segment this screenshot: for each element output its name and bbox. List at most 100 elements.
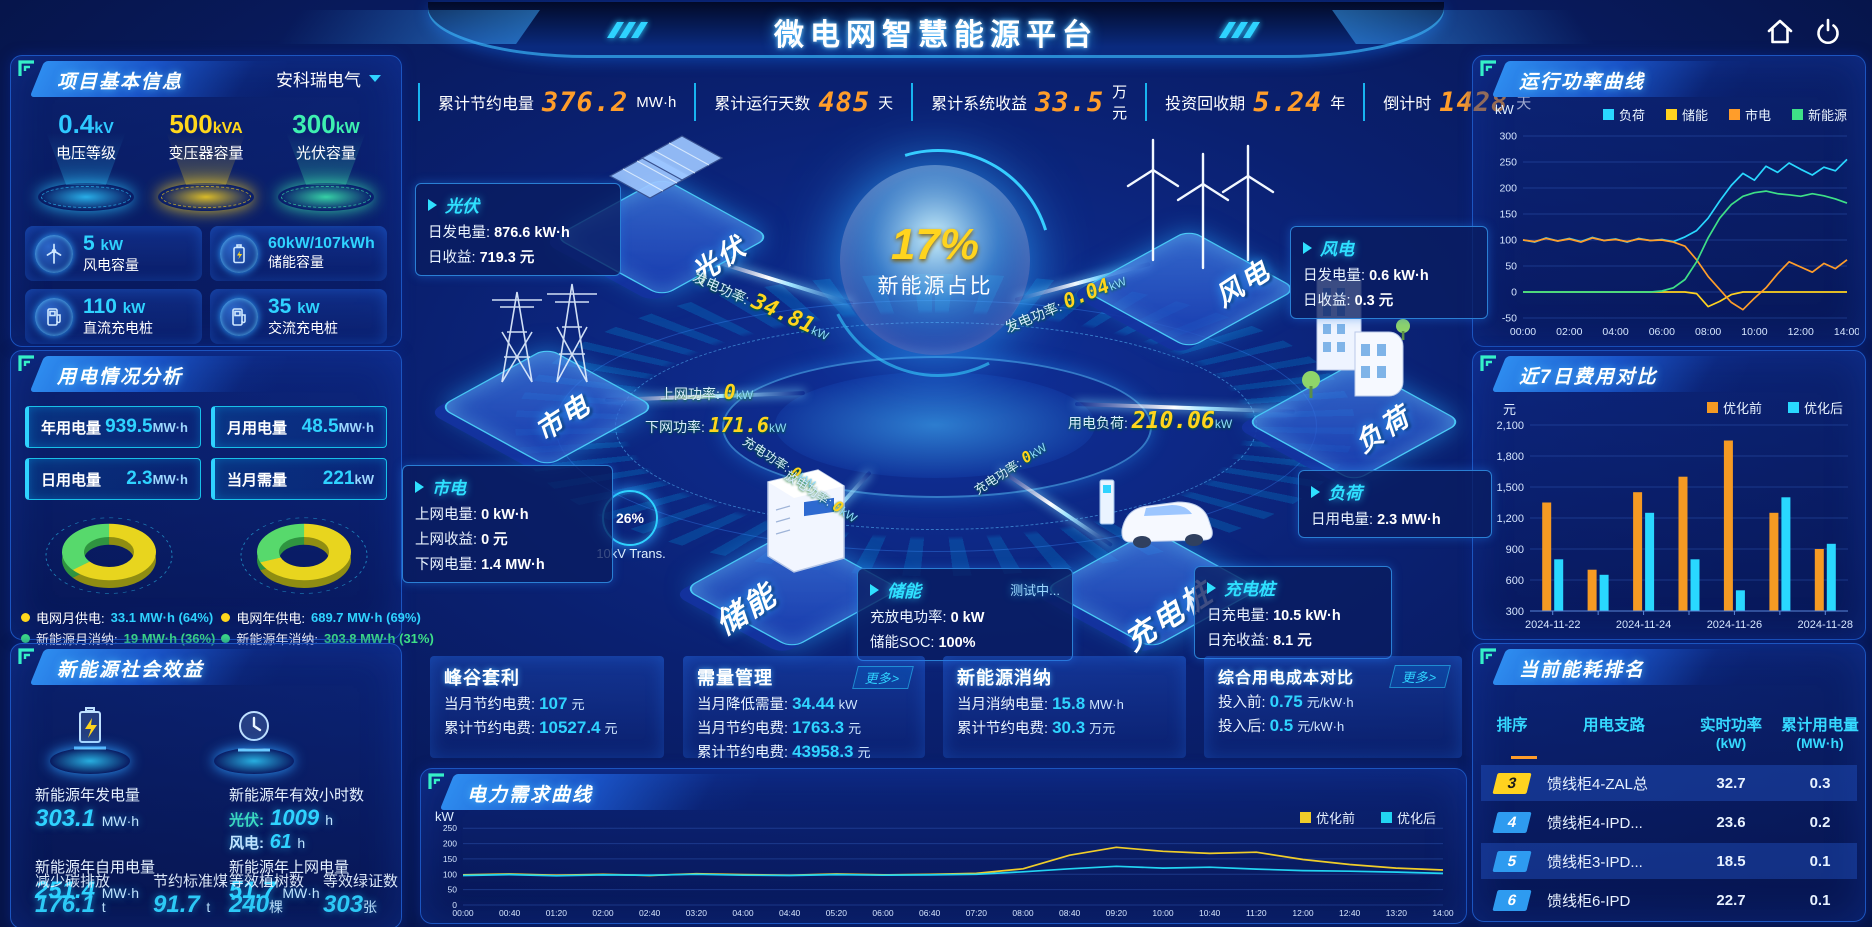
svg-text:50: 50: [1505, 261, 1517, 273]
storage-info-box: 储能 测试中... 充放电功率: 0 kW 储能SOC: 100%: [857, 568, 1073, 661]
company-select-value: 安科瑞电气: [276, 71, 361, 90]
legend-storage[interactable]: 储能: [1660, 104, 1714, 125]
capacity-halos: 0.4kV 电压等级 500kVA 变压器容量 300kW 光伏容量: [11, 97, 401, 214]
panel-social-benefits: 新能源社会效益 新能源年发电量 303.1 MW·h 新能源年有效小时数 光伏:: [10, 643, 402, 927]
rank-badge: 6: [1492, 889, 1532, 911]
legend-load[interactable]: 负荷: [1597, 104, 1651, 125]
home-button[interactable]: [1764, 16, 1796, 51]
usage-stat-label: 当月需量: [227, 471, 288, 489]
more-button[interactable]: 更多>: [1389, 664, 1451, 688]
rank-badge: 3: [1492, 772, 1532, 794]
kpi-item: 累计运行天数 485 天: [694, 83, 911, 121]
svg-text:01:20: 01:20: [546, 908, 568, 918]
svg-text:10:40: 10:40: [1199, 908, 1221, 918]
power-curve-chart: -50 0 50 100 150 200 250 300 00:00 02:00 04:00 06:0…: [1499, 131, 1859, 338]
grid-node-icon: [492, 283, 597, 383]
table-row[interactable]: 5 馈线柜3-IPD... 18.5 0.1: [1481, 843, 1857, 879]
cost-axis-unit: 元: [1503, 402, 1517, 417]
halo-pedestal: [278, 183, 374, 211]
usage-stats: 年用电量 939.5MW·h 月用电量 48.5MW·h 日用电量 2.3MW·…: [11, 392, 401, 500]
pv-node-icon: [608, 135, 724, 199]
svg-text:300: 300: [1506, 606, 1524, 618]
more-button[interactable]: 更多>: [852, 665, 914, 689]
svg-text:150: 150: [1499, 209, 1517, 221]
svg-text:07:20: 07:20: [966, 908, 988, 918]
usage-stat-unit: kW: [354, 472, 375, 487]
page-title: 微电网智慧能源平台: [774, 19, 1098, 52]
wind-info-box: 风电 日发电量: 0.6 kW·h 日收益: 0.3 元: [1290, 226, 1488, 319]
svg-text:09:20: 09:20: [1106, 908, 1128, 918]
testing-badge: 测试中...: [1010, 583, 1060, 598]
usage-stat-label: 月用电量: [227, 419, 288, 437]
svg-text:00:00: 00:00: [1510, 326, 1536, 338]
legend-before-opt[interactable]: 优化前: [1701, 397, 1768, 418]
kpi-value: 33.5: [1035, 86, 1105, 118]
usage-stat-unit: MW·h: [338, 420, 374, 435]
panel-corner-icon: [18, 648, 34, 664]
panel-title: 近7日费用对比: [1519, 367, 1658, 388]
svg-text:03:20: 03:20: [686, 908, 708, 918]
kpi-unit: 万元: [1112, 84, 1128, 122]
kpi-value: 5.24: [1253, 86, 1323, 118]
flow-grid-import: 下网功率: 171.6kW: [645, 413, 787, 437]
branch-name: 馈线柜4-IPD...: [1547, 814, 1643, 832]
table-row[interactable]: 6 馈线柜6-IPD 22.7 0.1: [1481, 882, 1857, 918]
kpi-label: 累计系统收益: [931, 96, 1028, 113]
svg-text:2024-11-26: 2024-11-26: [1707, 619, 1762, 631]
usage-stat-value: 2.3: [126, 468, 153, 489]
usage-stat: 日用电量 2.3MW·h: [25, 458, 201, 500]
svg-text:08:00: 08:00: [1012, 908, 1034, 918]
benefit-annual-generation: 新能源年发电量 303.1 MW·h: [35, 787, 141, 832]
panel-corner-icon: [18, 60, 34, 76]
svg-text:13:20: 13:20: [1386, 908, 1408, 918]
panel-title: 当前能耗排名: [1519, 660, 1646, 681]
pv-info-box: 光伏 日发电量: 876.6 kW·h 日收益: 719.3 元: [415, 183, 621, 276]
legend-grid[interactable]: 市电: [1723, 104, 1777, 125]
panel-title: 电力需求曲线: [467, 785, 594, 806]
company-select[interactable]: 安科瑞电气: [270, 65, 387, 92]
legend-before-opt[interactable]: 优化前: [1294, 807, 1361, 828]
table-row[interactable]: 4 馈线柜4-IPD... 23.6 0.2: [1481, 804, 1857, 840]
card-new-energy-consumption: 新能源消纳 当月消纳电量: 15.8 MW·h 累计节约电费: 30.3 万元: [943, 656, 1186, 758]
usage-stat-label: 日用电量: [41, 471, 102, 489]
wind-turbine-icon: [35, 234, 73, 273]
table-row[interactable]: 3 馈线柜4-ZAL总 32.7 0.3: [1481, 765, 1857, 801]
benefit-coal: 节约标准煤 91.7 t: [153, 873, 229, 918]
capacity-halo: 300kW 光伏容量: [267, 109, 385, 214]
usage-stat: 年用电量 939.5MW·h: [25, 406, 201, 448]
benefit-pedestal: [211, 700, 297, 780]
svg-text:02:40: 02:40: [639, 908, 661, 918]
power-button[interactable]: [1812, 16, 1844, 51]
panel-power-curve: 运行功率曲线 kW 负荷 储能 市电 新能源 -50 0 50 100 150 200 25…: [1472, 55, 1866, 347]
core-sphere: 17% 新能源占比: [840, 165, 1030, 355]
legend-grid-year: 电网年供电: 689.7 MW·h (69%): [221, 608, 433, 627]
transformer-label: 10kV Trans.: [596, 546, 666, 561]
svg-text:-50: -50: [1502, 313, 1517, 325]
svg-text:2,100: 2,100: [1496, 420, 1524, 432]
title-deco-right: [1219, 22, 1260, 38]
svg-text:2024-11-24: 2024-11-24: [1616, 619, 1671, 631]
demand-curve-chart: 0 50 100 150 200 250 00:00 00:40 01:20 02:00 02:40…: [443, 823, 1454, 918]
svg-text:06:40: 06:40: [919, 908, 941, 918]
capacity-halo: 500kVA 变压器容量: [147, 109, 265, 214]
title-banner: [428, 2, 1444, 58]
halo-pedestal: [158, 183, 254, 211]
usage-stat: 月用电量 48.5MW·h: [211, 406, 387, 448]
monthly-supply-donut: [45, 517, 172, 594]
panel-corner-icon: [1480, 648, 1496, 664]
svg-text:08:00: 08:00: [1695, 326, 1721, 338]
halo-unit: kV: [94, 120, 114, 137]
realtime-power: 22.7: [1716, 891, 1746, 909]
legend-after-opt[interactable]: 优化后: [1782, 397, 1849, 418]
flow-grid-export: 上网功率: 0kW: [660, 380, 754, 404]
svg-text:100: 100: [1499, 235, 1517, 247]
halo-label: 电压等级: [55, 145, 116, 162]
svg-text:250: 250: [1499, 157, 1517, 169]
legend-new-energy[interactable]: 新能源: [1786, 104, 1853, 125]
supply-donuts: [11, 504, 401, 608]
panel-usage-analysis: 用电情况分析 年用电量 939.5MW·h 月用电量 48.5MW·h 日用电量…: [10, 350, 434, 647]
legend-after-opt[interactable]: 优化后: [1375, 807, 1442, 828]
branch-name: 馈线柜3-IPD...: [1547, 853, 1643, 871]
svg-text:10:00: 10:00: [1152, 908, 1174, 918]
panel-title: 项目基本信息: [57, 72, 184, 93]
